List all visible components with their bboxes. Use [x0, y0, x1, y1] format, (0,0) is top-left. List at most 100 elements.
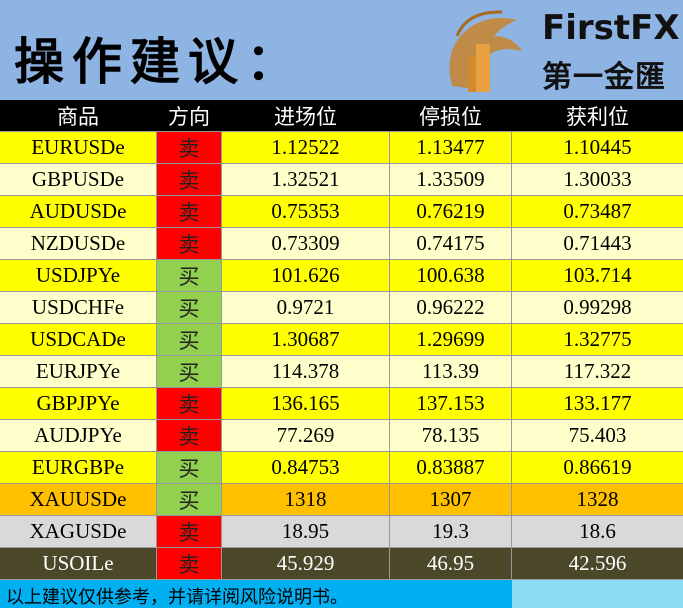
- table-cell: 卖: [157, 516, 222, 547]
- table-cell: 101.626: [222, 260, 390, 291]
- table-cell: 0.74175: [390, 228, 512, 259]
- table-cell: 117.322: [563, 359, 632, 383]
- table-cell: 卖: [157, 196, 222, 227]
- table-cell: 45.929: [222, 548, 390, 579]
- table-cell: 114.378: [222, 356, 390, 387]
- table-cell: 46.95: [390, 548, 512, 579]
- table-cell: 1.30687: [222, 324, 390, 355]
- table-row: EURUSDe 卖 1.12522 1.13477 1.10445: [0, 132, 683, 164]
- table-cell: 0.73487: [563, 199, 632, 223]
- table-cell: EURUSDe: [0, 132, 157, 163]
- table-cell: 1.13477: [390, 132, 512, 163]
- table-row: GBPUSDe 卖 1.32521 1.33509 1.30033: [0, 164, 683, 196]
- table-cell: 0.86619: [563, 455, 632, 479]
- table-cell: 1.32775: [563, 327, 632, 351]
- table-cell: 1.10445: [563, 135, 632, 159]
- table-cell: 卖: [157, 420, 222, 451]
- table-row: EURGBPe 买 0.84753 0.83887 0.86619: [0, 452, 683, 484]
- table-cell: GBPUSDe: [0, 164, 157, 195]
- table-cell: 0.9721: [222, 292, 390, 323]
- column-header: 商品: [0, 100, 157, 131]
- table-cell: 1318: [222, 484, 390, 515]
- table-cell: EURGBPe: [0, 452, 157, 483]
- table-cell: 卖: [157, 228, 222, 259]
- table-cell: 卖: [157, 548, 222, 579]
- table-cell: 0.73309: [222, 228, 390, 259]
- table-row: GBPJPYe 卖 136.165 137.153 133.177: [0, 388, 683, 420]
- table-row: USDCADe 买 1.30687 1.29699 1.32775: [0, 324, 683, 356]
- column-header: 停损位: [390, 100, 512, 131]
- table-cell: 0.96222: [390, 292, 512, 323]
- table-cell: 113.39: [390, 356, 512, 387]
- table-cell: 0.84753: [222, 452, 390, 483]
- table-row: AUDUSDe 卖 0.75353 0.76219 0.73487: [0, 196, 683, 228]
- header-row: 商品 方向 进场位 停损位 获利位: [0, 100, 683, 132]
- table-cell: 75.403: [568, 423, 627, 447]
- table-cell: NZDUSDe: [0, 228, 157, 259]
- table-cell: 1.33509: [390, 164, 512, 195]
- logo-icon: [449, 10, 522, 92]
- table-row: XAUUSDe 买 1318 1307 1328: [0, 484, 683, 516]
- table-cell: 137.153: [390, 388, 512, 419]
- column-header: 方向: [157, 100, 222, 131]
- column-header: 获利位: [566, 104, 629, 129]
- table-cell: 0.71443: [563, 231, 632, 255]
- table-cell: 买: [157, 484, 222, 515]
- table-cell: 1.29699: [390, 324, 512, 355]
- table-cell: 卖: [157, 388, 222, 419]
- table-cell: 18.95: [222, 516, 390, 547]
- table-cell: XAUUSDe: [0, 484, 157, 515]
- footer: 以上建议仅供参考，并请详阅风险说明书。: [0, 580, 683, 608]
- table-cell: 0.75353: [222, 196, 390, 227]
- table-cell: 77.269: [222, 420, 390, 451]
- table-cell: 买: [157, 324, 222, 355]
- brand-name: 第一金匯: [542, 60, 666, 95]
- table-cell: 0.76219: [390, 196, 512, 227]
- table-row: NZDUSDe 卖 0.73309 0.74175 0.71443: [0, 228, 683, 260]
- table-cell: 103.714: [563, 263, 632, 287]
- table-cell: USDCHFe: [0, 292, 157, 323]
- table-cell: 买: [157, 356, 222, 387]
- table-cell: USDCADe: [0, 324, 157, 355]
- table-cell: 买: [157, 260, 222, 291]
- table-row: USDCHFe 买 0.9721 0.96222 0.99298: [0, 292, 683, 324]
- table-cell: 1.32521: [222, 164, 390, 195]
- table-cell: 卖: [157, 164, 222, 195]
- table-cell: USDJPYe: [0, 260, 157, 291]
- table-cell: 78.135: [390, 420, 512, 451]
- table-cell: 42.596: [568, 551, 627, 575]
- table-row: USOILe 卖 45.929 46.95 42.596: [0, 548, 683, 580]
- table-cell: 买: [157, 452, 222, 483]
- table-cell: 1.12522: [222, 132, 390, 163]
- table-cell: 1.30033: [563, 167, 632, 191]
- footer-text: 以上建议仅供参考，并请详阅风险说明书。: [6, 587, 348, 608]
- table-cell: USOILe: [0, 548, 157, 579]
- table-cell: AUDJPYe: [0, 420, 157, 451]
- brand: FirstFX: [542, 8, 680, 48]
- table-cell: 136.165: [222, 388, 390, 419]
- table-row: AUDJPYe 卖 77.269 78.135 75.403: [0, 420, 683, 452]
- table-cell: AUDUSDe: [0, 196, 157, 227]
- table-cell: 0.99298: [563, 295, 632, 319]
- table-cell: GBPJPYe: [0, 388, 157, 419]
- header: 操作建议： FirstFX 第一金匯: [0, 0, 683, 100]
- table-cell: EURJPYe: [0, 356, 157, 387]
- table-cell: 1307: [390, 484, 512, 515]
- table-cell: 0.83887: [390, 452, 512, 483]
- table: 商品 方向 进场位 停损位 获利位 EURUSDe 卖 1.12522 1.13477 1.104…: [0, 100, 683, 580]
- table-cell: 1328: [576, 487, 619, 511]
- table-row: EURJPYe 买 114.378 113.39 117.322: [0, 356, 683, 388]
- table-cell: 19.3: [390, 516, 512, 547]
- table-row: USDJPYe 买 101.626 100.638 103.714: [0, 260, 683, 292]
- table-cell: 卖: [157, 132, 222, 163]
- table-cell: 133.177: [563, 391, 632, 415]
- table-cell: 100.638: [390, 260, 512, 291]
- title: 操作建议：: [14, 32, 304, 91]
- column-header: 进场位: [222, 100, 390, 131]
- table-row: XAGUSDe 卖 18.95 19.3 18.6: [0, 516, 683, 548]
- table-cell: XAGUSDe: [0, 516, 157, 547]
- footer-band: [512, 580, 683, 608]
- table-cell: 18.6: [579, 519, 616, 543]
- table-cell: 买: [157, 292, 222, 323]
